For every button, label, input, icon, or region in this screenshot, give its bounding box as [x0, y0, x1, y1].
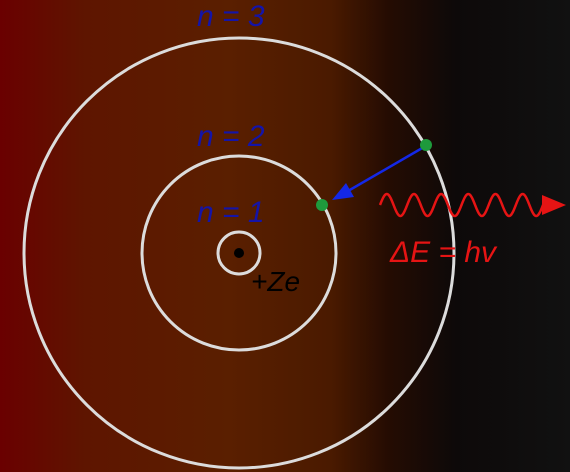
photon-energy-label: ΔE = hv — [390, 236, 497, 269]
transition-arrowhead — [332, 183, 354, 200]
orbit-n2 — [140, 154, 338, 352]
orbit-n1 — [216, 230, 262, 276]
shell-label-n1: n = 1 — [197, 196, 265, 229]
electron-start-n3 — [420, 139, 432, 151]
shell-label-n2: n = 2 — [197, 120, 265, 153]
shell-label-n3: n = 3 — [197, 0, 265, 33]
transition-arrow-line — [347, 145, 425, 193]
photon-wave — [378, 192, 545, 218]
nucleus-charge-label: +Ze — [251, 266, 301, 297]
nucleus — [234, 248, 244, 258]
electron-end-n2 — [316, 199, 328, 211]
orbit-n3 — [22, 36, 456, 470]
photon-arrowhead — [542, 195, 566, 215]
